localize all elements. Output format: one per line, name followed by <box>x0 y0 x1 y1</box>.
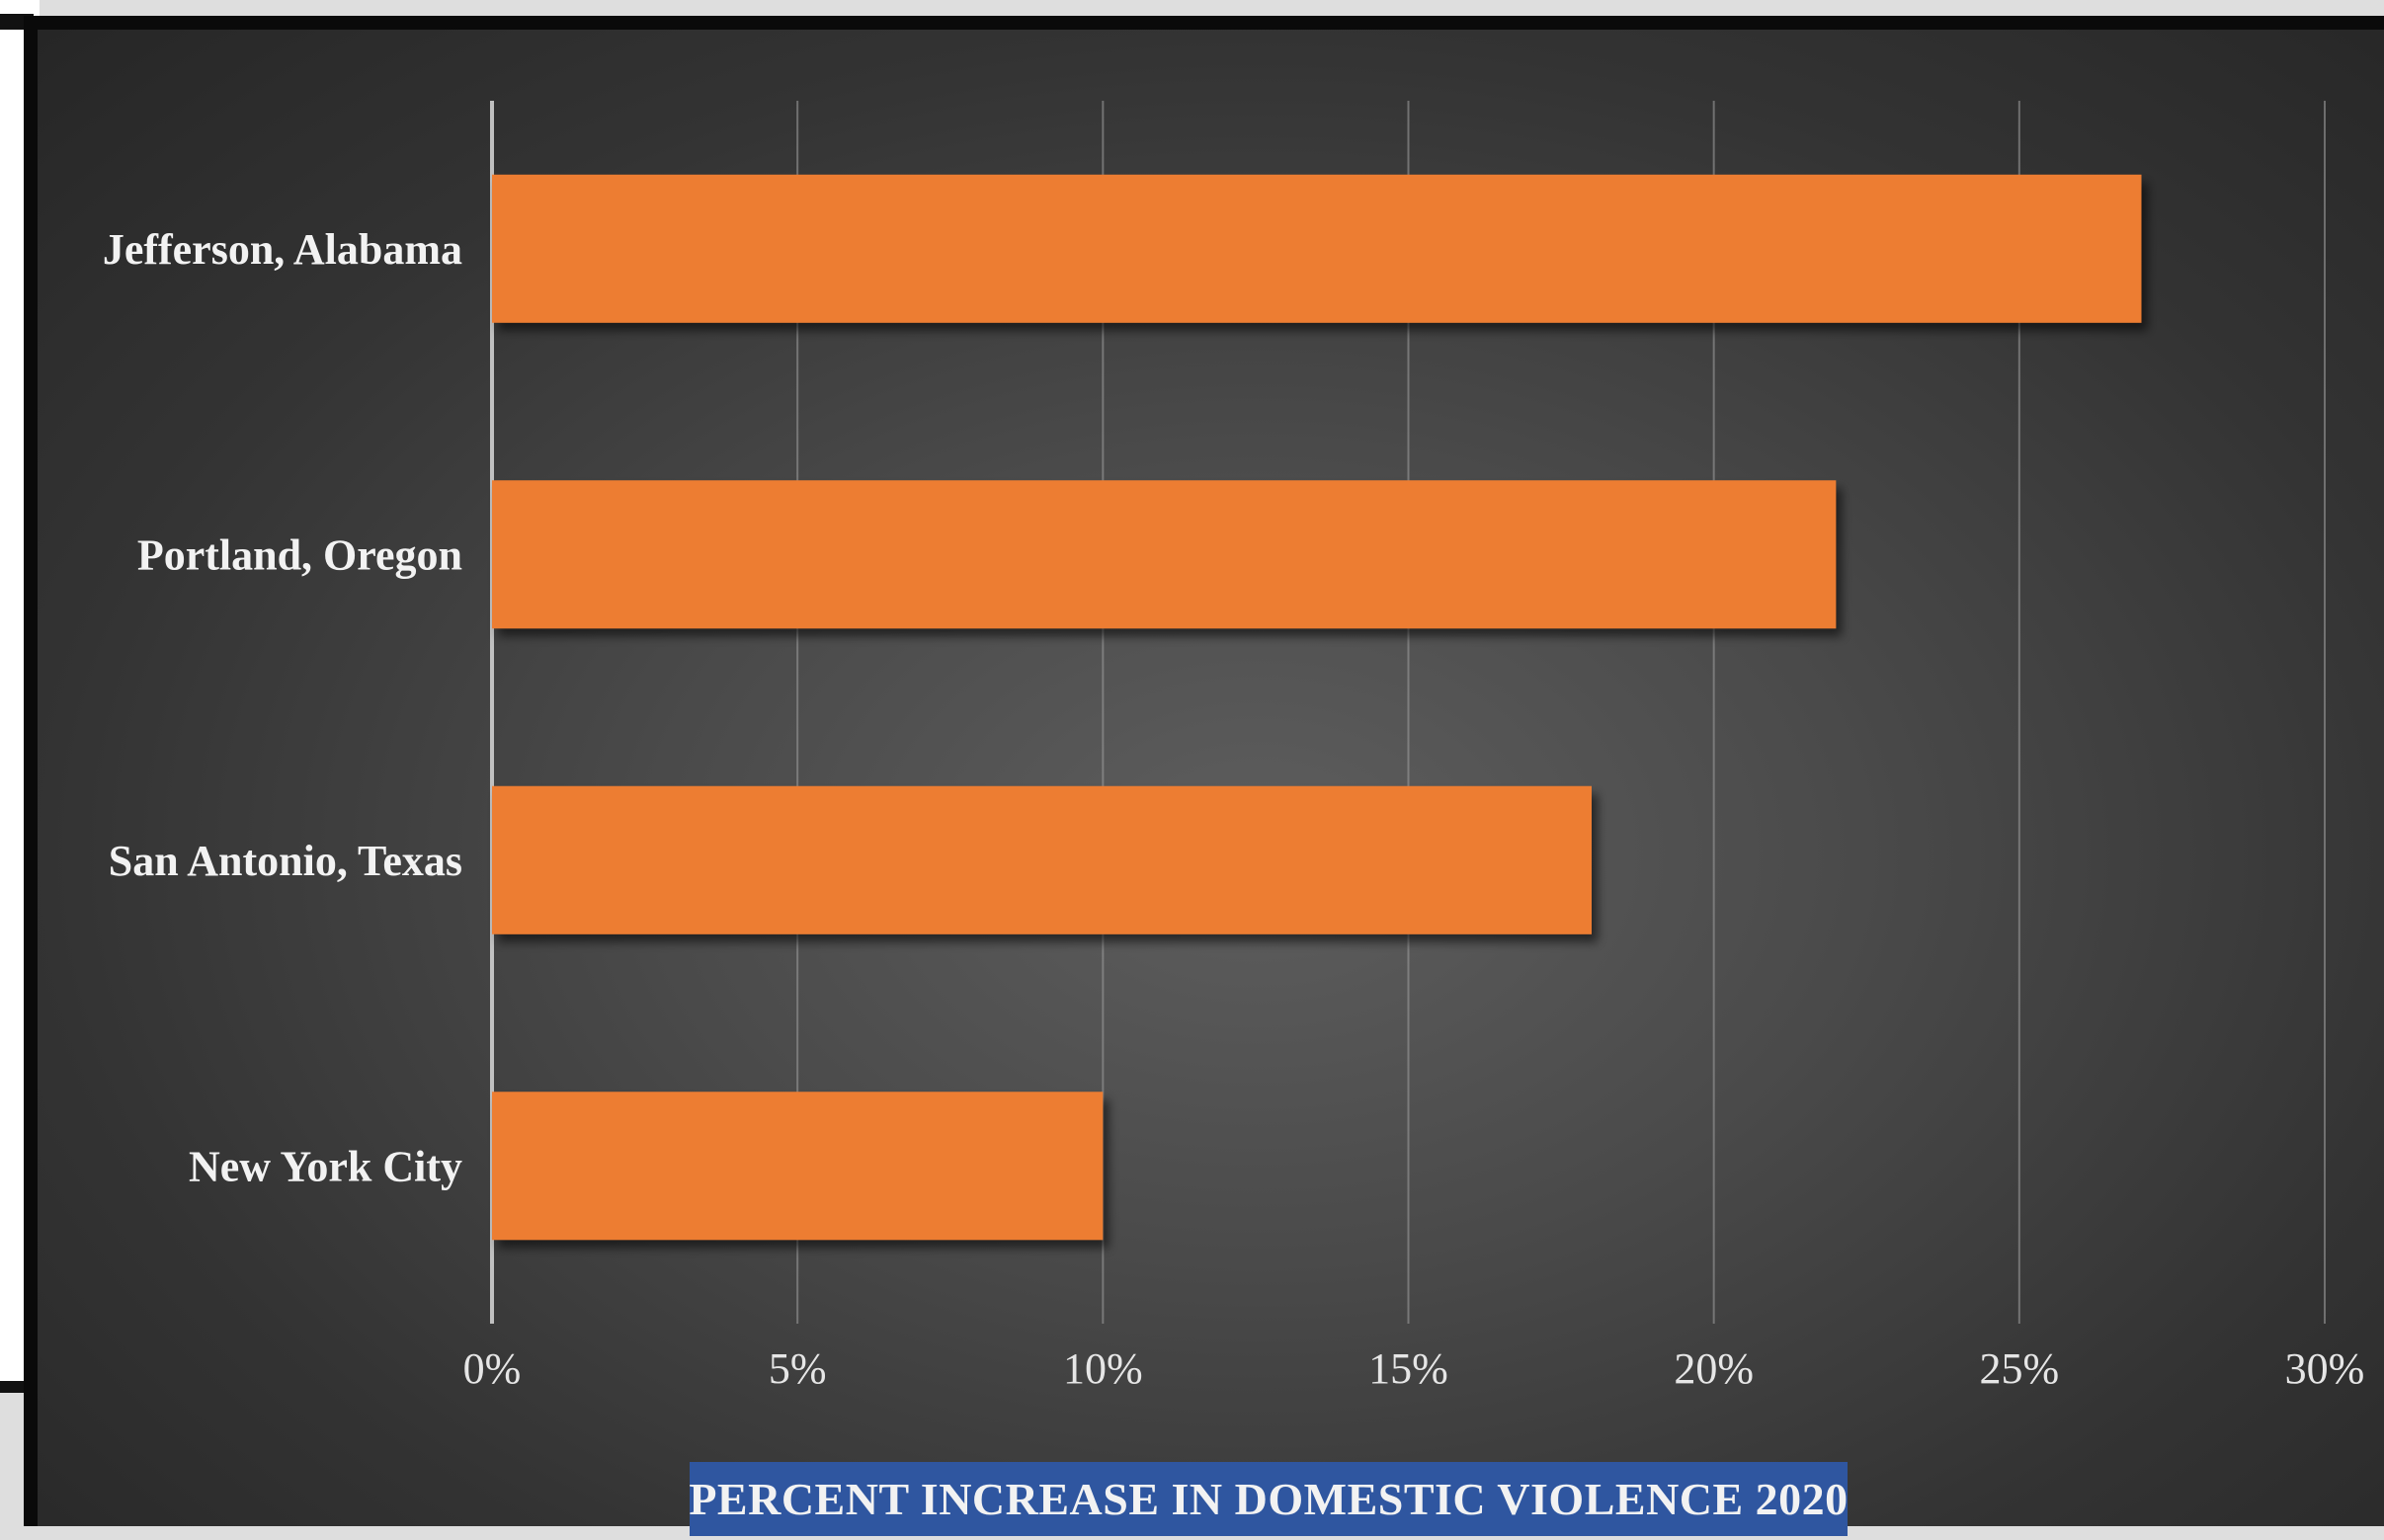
x-tick-label: 10% <box>1063 1344 1143 1393</box>
x-tick-label: 5% <box>769 1344 827 1393</box>
x-tick-label: 30% <box>2285 1344 2365 1393</box>
bar-chart: 0% 5% 10% 15% 20% 25% 30% Jefferson, Alabama Por… <box>103 101 2365 1393</box>
x-tick-label: 20% <box>1674 1344 1754 1393</box>
x-axis-title: PERCENT INCREASE IN DOMESTIC VIOLENCE 20… <box>689 1474 1849 1524</box>
x-axis-title-box: PERCENT INCREASE IN DOMESTIC VIOLENCE 20… <box>689 1462 1849 1536</box>
category-label: San Antonio, Texas <box>109 837 462 885</box>
chart-panel: 0% 5% 10% 15% 20% 25% 30% Jefferson, Alabama Por… <box>24 16 2384 1536</box>
bar <box>492 785 1592 934</box>
category-label: Jefferson, Alabama <box>103 225 462 274</box>
category-label: New York City <box>189 1142 462 1190</box>
x-tick-label: 0% <box>463 1344 522 1393</box>
x-tick-label: 25% <box>1980 1344 2060 1393</box>
bar <box>492 480 1837 629</box>
bar <box>492 174 2142 323</box>
bar <box>492 1092 1104 1241</box>
category-label: Portland, Oregon <box>137 530 462 579</box>
x-tick-label: 15% <box>1368 1344 1448 1393</box>
